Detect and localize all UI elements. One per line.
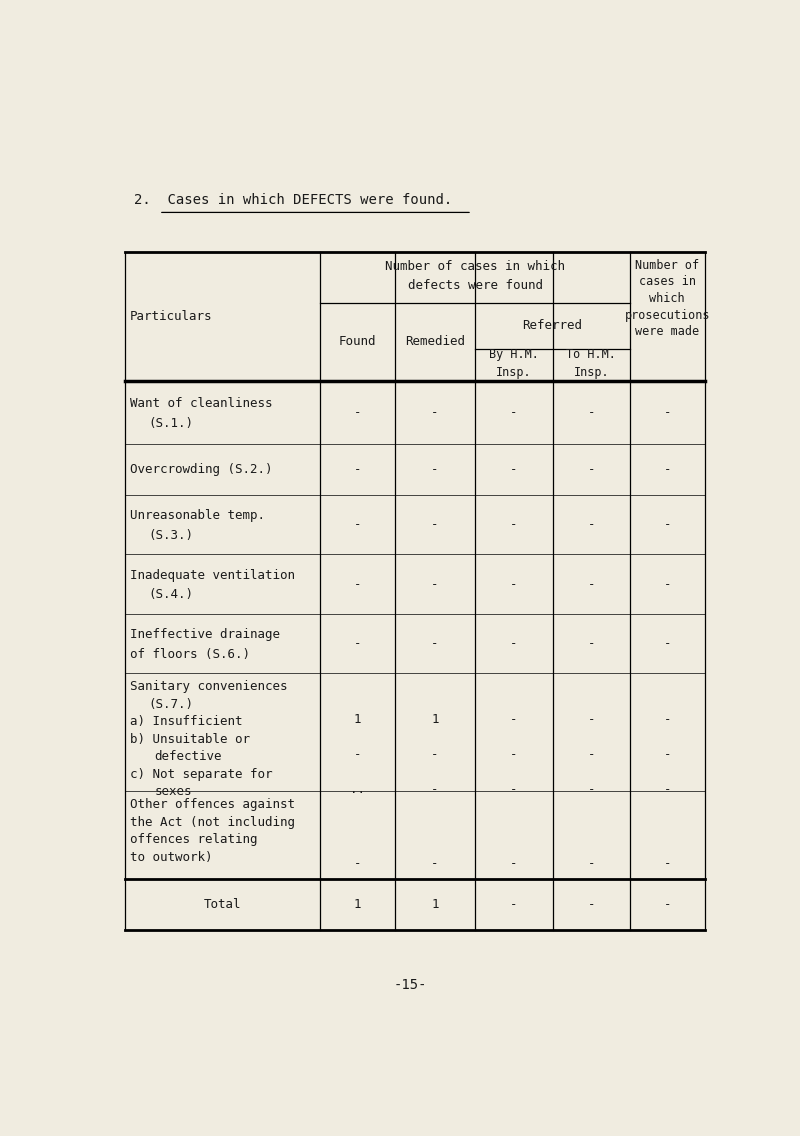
Text: -: - xyxy=(663,783,671,796)
Text: c) Not separate for: c) Not separate for xyxy=(130,768,272,780)
Text: -: - xyxy=(510,463,518,476)
Text: -: - xyxy=(510,897,518,911)
Text: -15-: -15- xyxy=(394,978,426,992)
Text: -: - xyxy=(354,407,361,419)
Text: -: - xyxy=(354,578,361,591)
Text: Sanitary conveniences: Sanitary conveniences xyxy=(130,680,287,693)
Text: Number of cases in which: Number of cases in which xyxy=(385,260,565,273)
Text: -: - xyxy=(510,857,518,870)
Text: -: - xyxy=(431,857,438,870)
Text: 2.  Cases in which DEFECTS were found.: 2. Cases in which DEFECTS were found. xyxy=(134,193,452,207)
Text: a) Insufficient: a) Insufficient xyxy=(130,716,242,728)
Text: were made: were made xyxy=(635,325,699,339)
Text: Overcrowding (S.2.): Overcrowding (S.2.) xyxy=(130,463,272,476)
Text: -: - xyxy=(587,637,595,650)
Text: 1: 1 xyxy=(431,713,438,726)
Text: (S.7.): (S.7.) xyxy=(148,698,194,711)
Text: to outwork): to outwork) xyxy=(130,851,212,864)
Text: (S.3.): (S.3.) xyxy=(148,528,194,542)
Text: ..: .. xyxy=(350,783,365,796)
Text: -: - xyxy=(663,578,671,591)
Text: -: - xyxy=(354,463,361,476)
Text: Number of: Number of xyxy=(635,259,699,272)
Text: defective: defective xyxy=(154,751,222,763)
Text: -: - xyxy=(587,463,595,476)
Text: of floors (S.6.): of floors (S.6.) xyxy=(130,648,250,661)
Text: Particulars: Particulars xyxy=(130,310,212,323)
Text: -: - xyxy=(431,749,438,761)
Text: -: - xyxy=(663,518,671,532)
Text: Found: Found xyxy=(338,335,376,349)
Text: -: - xyxy=(587,713,595,726)
Text: Want of cleanliness: Want of cleanliness xyxy=(130,398,272,410)
Text: By H.M.: By H.M. xyxy=(489,348,538,361)
Text: Remedied: Remedied xyxy=(405,335,465,349)
Text: -: - xyxy=(663,749,671,761)
Text: (S.4.): (S.4.) xyxy=(148,588,194,601)
Text: -: - xyxy=(354,857,361,870)
Text: sexes: sexes xyxy=(154,785,192,799)
Text: -: - xyxy=(431,463,438,476)
Text: -: - xyxy=(587,749,595,761)
Text: -: - xyxy=(587,783,595,796)
Text: -: - xyxy=(663,463,671,476)
Text: cases in: cases in xyxy=(639,275,696,289)
Text: 1: 1 xyxy=(354,713,361,726)
Text: -: - xyxy=(510,637,518,650)
Text: b) Unsuitable or: b) Unsuitable or xyxy=(130,733,250,746)
Text: offences relating: offences relating xyxy=(130,834,258,846)
Text: -: - xyxy=(354,749,361,761)
Text: Insp.: Insp. xyxy=(574,366,609,378)
Text: 1: 1 xyxy=(354,897,361,911)
Text: 1: 1 xyxy=(431,897,438,911)
Text: Total: Total xyxy=(204,897,242,911)
Text: -: - xyxy=(663,637,671,650)
Text: -: - xyxy=(587,857,595,870)
Text: Referred: Referred xyxy=(522,319,582,332)
Text: which: which xyxy=(650,292,685,306)
Text: Ineffective drainage: Ineffective drainage xyxy=(130,628,280,642)
Text: -: - xyxy=(510,578,518,591)
Text: -: - xyxy=(510,783,518,796)
Text: -: - xyxy=(431,407,438,419)
Text: -: - xyxy=(663,713,671,726)
Text: -: - xyxy=(663,407,671,419)
Text: -: - xyxy=(587,518,595,532)
Text: -: - xyxy=(587,897,595,911)
Text: prosecutions: prosecutions xyxy=(625,309,710,321)
Text: To H.M.: To H.M. xyxy=(566,348,616,361)
Text: -: - xyxy=(354,518,361,532)
Text: -: - xyxy=(431,518,438,532)
Text: Insp.: Insp. xyxy=(496,366,532,378)
Text: Unreasonable temp.: Unreasonable temp. xyxy=(130,509,265,523)
Text: the Act (not including: the Act (not including xyxy=(130,816,294,829)
Text: -: - xyxy=(663,897,671,911)
Text: Inadequate ventilation: Inadequate ventilation xyxy=(130,569,294,582)
Text: -: - xyxy=(587,578,595,591)
Text: -: - xyxy=(663,857,671,870)
Text: -: - xyxy=(431,637,438,650)
Text: -: - xyxy=(431,578,438,591)
Text: -: - xyxy=(510,749,518,761)
Text: -: - xyxy=(587,407,595,419)
Text: defects were found: defects were found xyxy=(407,279,542,292)
Text: -: - xyxy=(354,637,361,650)
Text: (S.1.): (S.1.) xyxy=(148,417,194,429)
Text: Other offences against: Other offences against xyxy=(130,799,294,811)
Text: -: - xyxy=(510,713,518,726)
Text: -: - xyxy=(510,407,518,419)
Text: -: - xyxy=(431,783,438,796)
Text: -: - xyxy=(510,518,518,532)
